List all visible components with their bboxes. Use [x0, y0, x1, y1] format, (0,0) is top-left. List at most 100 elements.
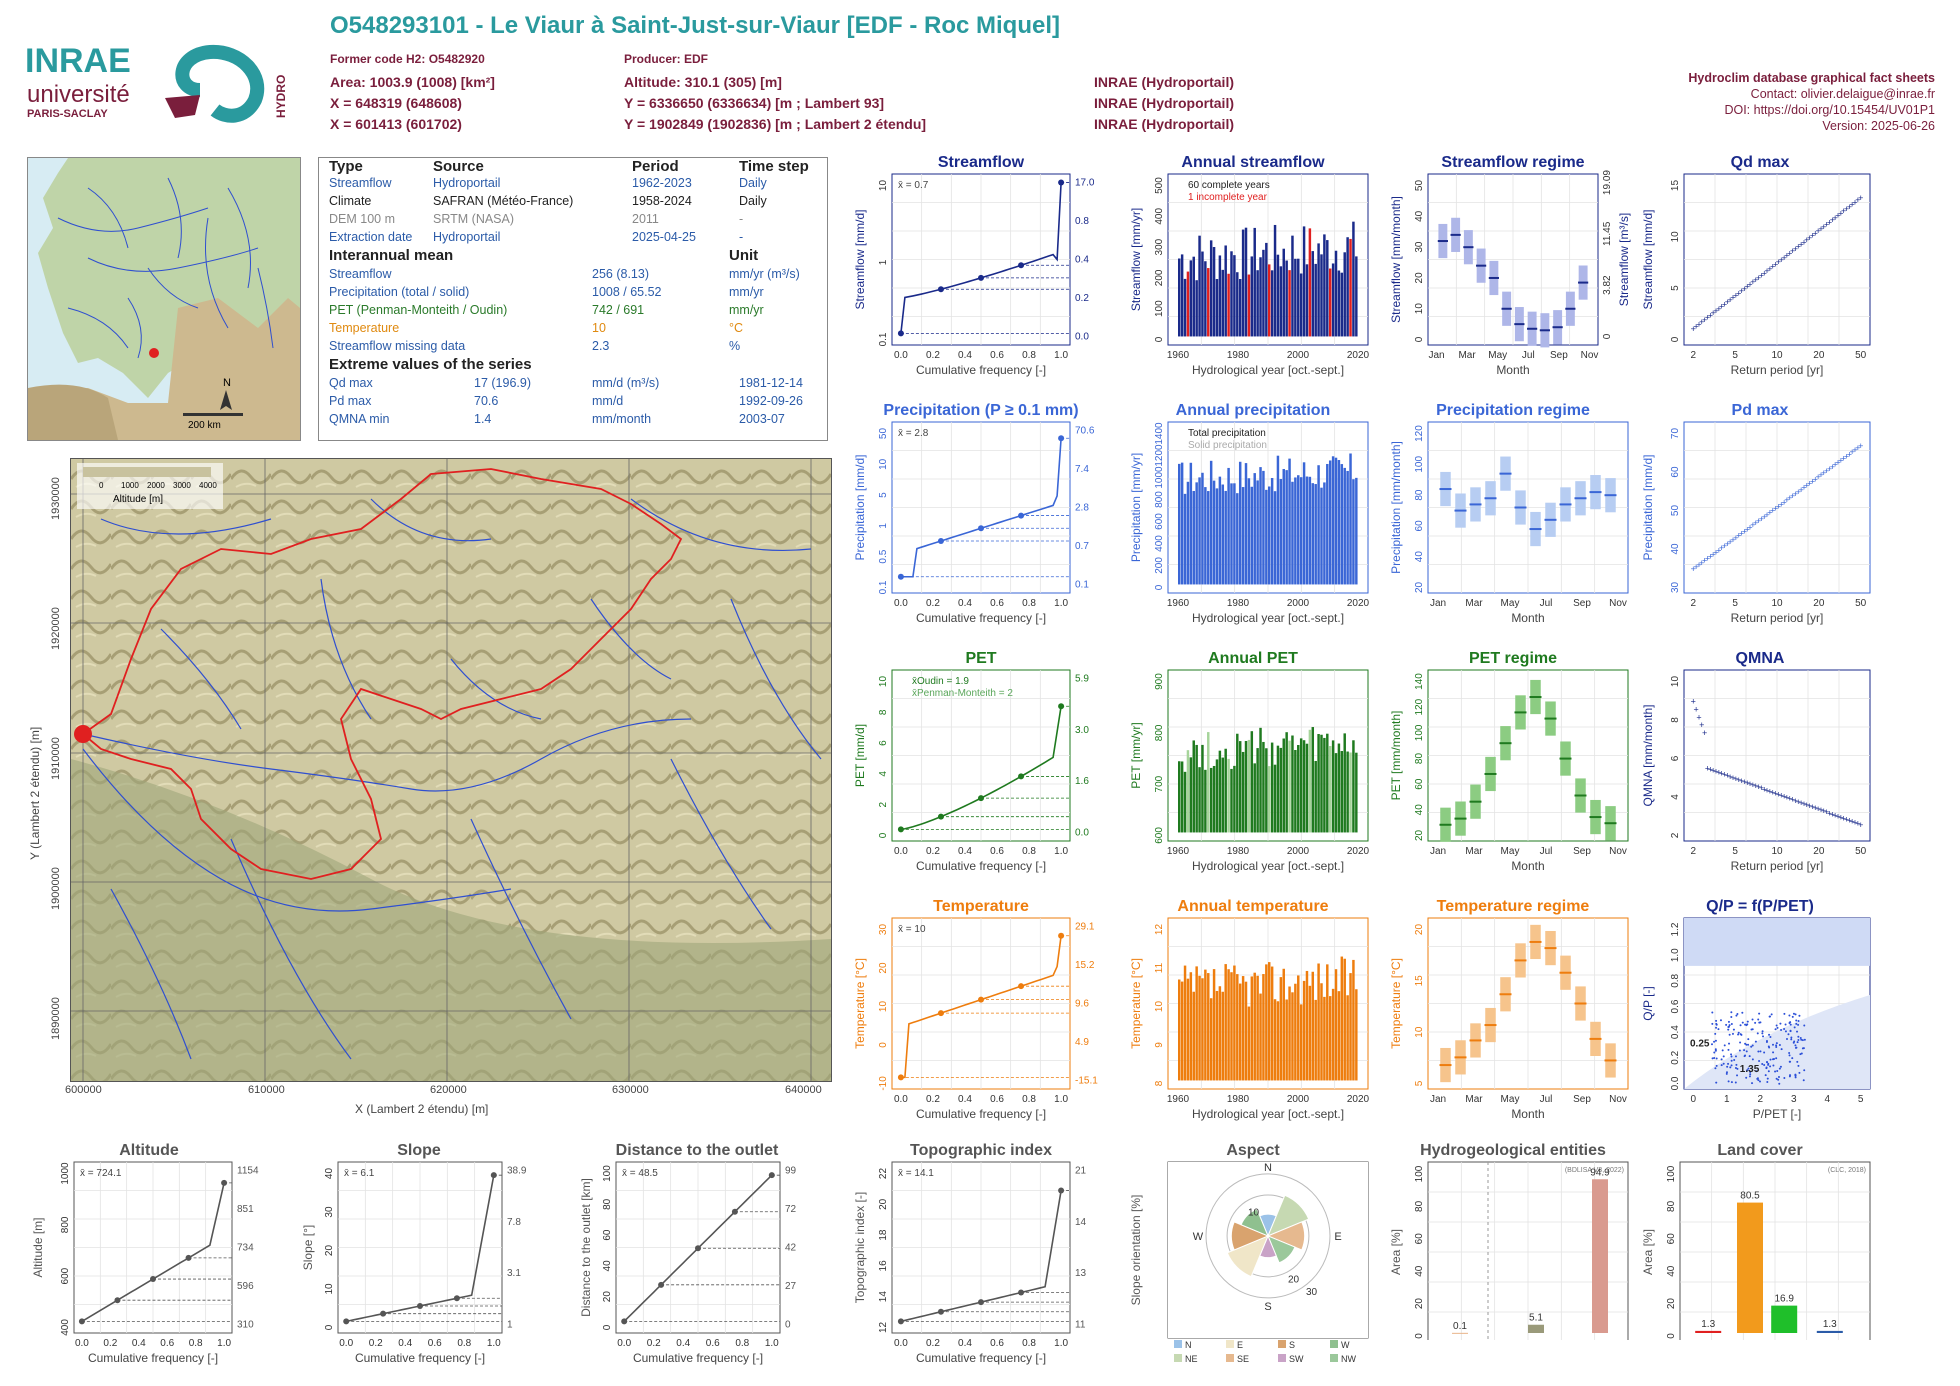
tick-label: 2020	[1347, 350, 1370, 361]
tick-label: 1960	[1167, 1094, 1190, 1105]
year-bar	[1222, 758, 1224, 833]
catchment-map-svg: 0 1000 2000 3000 4000 Altitude [m]	[71, 459, 831, 1081]
tick-label: 10	[1771, 350, 1783, 361]
precipitation-chart: Precipitation (P ≥ 0.1 mm)5010510.50.10.…	[852, 400, 1110, 635]
scatter-point	[1792, 1016, 1794, 1018]
scatter-point	[1739, 1042, 1741, 1044]
tick-label: 16	[878, 1260, 889, 1272]
tick-label: 20	[878, 1198, 889, 1210]
year-bar	[1256, 480, 1258, 584]
scatter-point	[1750, 1046, 1752, 1048]
year-bar	[1306, 477, 1308, 585]
quantile-label: 21	[1075, 1166, 1087, 1177]
legend-tick: 0	[99, 481, 104, 490]
scatter-point	[1731, 1081, 1733, 1083]
scatter-point	[1725, 1024, 1727, 1026]
streamflow-regime-panel: Streamflow regime 50 40 30 20 10 0 Jan Mar May Jul…	[1388, 152, 1638, 387]
row-step: Daily	[739, 194, 767, 208]
scatter-point	[1742, 1022, 1744, 1024]
legend-tick: 4000	[199, 481, 217, 490]
tick-label: 0.2	[369, 1338, 383, 1349]
y-axis-label: Streamflow [mm/d]	[853, 209, 867, 309]
scatter-point	[1794, 1026, 1796, 1028]
year-bar	[1277, 456, 1279, 585]
scatter-point	[1779, 1023, 1781, 1025]
tick-label: 100	[602, 1165, 613, 1182]
tick-label: 8	[1670, 717, 1681, 723]
tick-label: Sep	[1550, 350, 1568, 361]
x-axis-label: P/PET [-]	[1753, 1107, 1801, 1121]
y-axis-label: Precipitation [mm/d]	[853, 454, 867, 560]
tick-label: 30	[1670, 581, 1681, 593]
panel-title: Precipitation (P ≥ 0.1 mm)	[883, 402, 1078, 419]
tick-label: 100	[1154, 300, 1165, 317]
scatter-point	[1729, 1066, 1731, 1068]
tick-label: 600	[60, 1267, 71, 1284]
year-bar	[1291, 992, 1293, 1080]
scatter-point	[1731, 1060, 1733, 1062]
scatter-point	[1761, 1032, 1763, 1034]
year-bar	[1277, 1001, 1279, 1080]
tick-label: 10	[878, 676, 889, 688]
year-bar	[1256, 270, 1258, 336]
scatter-point	[1715, 1082, 1717, 1084]
year-bar	[1224, 749, 1226, 833]
year-bar	[1262, 471, 1264, 585]
year-bar	[1352, 479, 1354, 584]
tick-label: 10	[878, 458, 889, 470]
scatter-point	[1776, 1024, 1778, 1026]
panel-title: Streamflow regime	[1441, 154, 1584, 171]
year-bar	[1294, 984, 1296, 1081]
year-bar	[1343, 468, 1345, 585]
year-bar	[1309, 986, 1311, 1081]
tick-label: 20	[602, 1291, 613, 1303]
scatter-point	[1715, 1050, 1717, 1052]
pd-max-panel: Pd max 70 60 50 40 30 2 5 10 20 50 Return period [y…	[1640, 400, 1880, 635]
year-bar	[1178, 258, 1180, 336]
annotation: 0.25	[1690, 1038, 1710, 1049]
year-bar	[1352, 222, 1354, 337]
tick-label: Mar	[1465, 1094, 1483, 1105]
quantile-label: 851	[237, 1204, 254, 1215]
tick-label: 10	[1414, 1026, 1425, 1038]
legend-label: SW	[1289, 1354, 1304, 1364]
year-bar	[1259, 467, 1261, 584]
tick-label: 8	[878, 709, 889, 715]
tick-label: Nov	[1609, 1094, 1627, 1105]
tick-label: Sep	[1573, 846, 1591, 857]
year-bar	[1195, 745, 1197, 833]
year-bar	[1288, 459, 1290, 585]
year-bar	[1213, 766, 1215, 832]
panel-title: Temperature regime	[1437, 898, 1590, 915]
year-bar	[1184, 772, 1186, 833]
year-bar	[1242, 752, 1244, 833]
year-bar	[1268, 962, 1270, 1080]
year-bar	[1283, 969, 1285, 1081]
landcover-panel: Land cover 100 80 60 40 20 0 Area [%] (CLC, 2018…	[1640, 1140, 1880, 1340]
quantile-label: 14	[1075, 1217, 1087, 1228]
scatter-point	[1771, 1013, 1773, 1015]
year-bar	[1332, 740, 1334, 832]
tick-label: -10	[878, 1076, 889, 1091]
bar	[1452, 1333, 1468, 1334]
tick-label: 120	[1414, 698, 1425, 715]
tick-label: 900	[1154, 673, 1165, 690]
y-axis-label: Streamflow [mm/yr]	[1129, 208, 1143, 311]
tick-label: 20	[1414, 829, 1425, 841]
year-bar	[1343, 252, 1345, 336]
tick-label: 50	[1670, 505, 1681, 517]
scatter-point	[1715, 1027, 1717, 1029]
tick-label: 0.6	[160, 1338, 174, 1349]
tick-label: 4	[1670, 794, 1681, 800]
tick-label: 0	[1691, 1094, 1697, 1105]
quantile-label: -15.1	[1075, 1075, 1098, 1086]
year-bar	[1268, 766, 1270, 832]
tick-label: 60	[602, 1229, 613, 1241]
qmna-chart: QMNA1086422 5 10 20 50Return period [yr]QMNA…	[1640, 648, 1880, 883]
scatter-point	[1783, 1028, 1785, 1030]
ring-label: 30	[1306, 1287, 1318, 1298]
tick-label: 60	[1414, 520, 1425, 532]
tick-label: 20	[878, 962, 889, 974]
year-bar	[1230, 483, 1232, 584]
scatter-point	[1797, 1024, 1799, 1026]
